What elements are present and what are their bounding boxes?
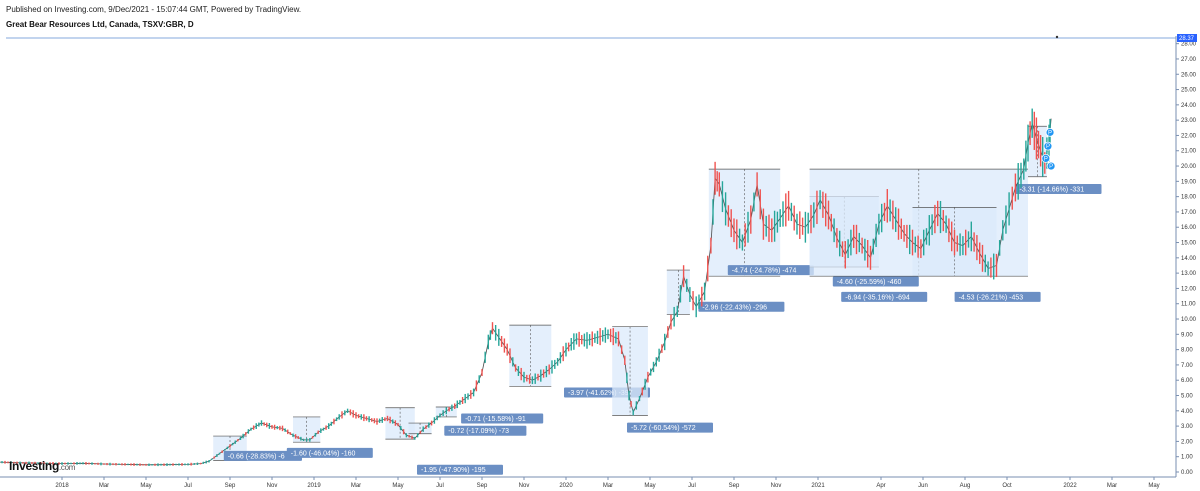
y-tick-label: 22.00: [1181, 133, 1197, 139]
annotation-label: -0.66 (-28.83%) -6: [228, 453, 285, 460]
y-tick-label: 9.00: [1181, 332, 1193, 338]
annotation-label: -4.60 (-25.59%) -460: [837, 279, 902, 286]
y-tick-label: 6.00: [1181, 378, 1193, 384]
y-tick-label: 25.00: [1181, 88, 1197, 94]
y-tick-label: 0.00: [1181, 470, 1193, 476]
x-tick-label: Nov: [519, 483, 530, 489]
y-tick-label: 19.00: [1181, 179, 1197, 185]
scroll-indicator-dot: [1055, 35, 1059, 39]
symbol-title: Great Bear Resources Ltd, Canada, TSXV:G…: [6, 20, 194, 29]
x-tick-label: Sep: [225, 483, 236, 489]
x-tick-label: 2020: [559, 483, 573, 489]
annotation-label: -0.71 (-15.58%) -91: [465, 416, 526, 423]
y-tick-label: 5.00: [1181, 394, 1193, 400]
x-tick-label: Jul: [688, 483, 696, 489]
x-tick-label: May: [1148, 483, 1159, 489]
y-tick-label: 12.00: [1181, 286, 1197, 292]
published-line: Published on Investing.com, 9/Dec/2021 -…: [6, 5, 302, 14]
y-tick-label: 10.00: [1181, 317, 1197, 323]
last-price-tag: [1177, 34, 1197, 42]
x-tick-label: Apr: [876, 483, 885, 489]
annotation-label-bg: [727, 265, 814, 276]
y-tick-label: 17.00: [1181, 210, 1197, 216]
x-tick-label: 2021: [811, 483, 825, 489]
annotation-label-bg: [461, 413, 544, 424]
y-tick-label: 27.00: [1181, 57, 1197, 63]
x-tick-label: Jun: [918, 483, 928, 489]
x-tick-label: May: [392, 483, 403, 489]
x-tick-label: Mar: [603, 483, 613, 489]
investing-logo-text: Investing: [9, 459, 59, 473]
y-tick-label: 28.00: [1181, 42, 1197, 48]
last-price-tag-label: 28.37: [1179, 36, 1195, 42]
annotation-label: -5.72 (-60.54%) -572: [631, 425, 696, 432]
x-tick-label: Mar: [99, 483, 109, 489]
x-tick-label: Mar: [1107, 483, 1117, 489]
annotation-label-bg: [841, 291, 928, 302]
marker-badge-label: P: [1046, 144, 1050, 150]
y-tick-label: 1.00: [1181, 455, 1193, 461]
annotation-label-bg: [627, 422, 713, 433]
x-tick-label: May: [140, 483, 151, 489]
x-tick-label: Aug: [960, 483, 971, 489]
annotation-label-bg: [444, 425, 527, 436]
x-tick-label: Oct: [1002, 483, 1012, 489]
x-tick-label: Nov: [771, 483, 782, 489]
y-tick-label: 2.00: [1181, 439, 1193, 445]
annotation-label: -2.96 (-22.43%) -296: [702, 304, 767, 311]
annotation-label-bg: [286, 447, 373, 458]
annotation-label: -4.74 (-24.78%) -474: [732, 268, 797, 275]
annotation-label-bg: [1015, 183, 1102, 194]
annotation-label: -6.94 (-35.16%) -694: [845, 294, 910, 301]
y-tick-label: 15.00: [1181, 241, 1197, 247]
y-tick-label: 16.00: [1181, 225, 1197, 231]
annotation-label-bg: [223, 450, 302, 461]
x-tick-label: 2019: [307, 483, 321, 489]
y-tick-label: 3.00: [1181, 424, 1193, 430]
annotation-label-bg: [832, 276, 919, 287]
y-tick-label: 14.00: [1181, 256, 1197, 262]
annotation-label: -1.95 (-47.90%) -195: [421, 467, 486, 474]
y-tick-label: 20.00: [1181, 164, 1197, 170]
annotation-label: -4.53 (-26.21%) -453: [959, 294, 1024, 301]
y-tick-label: 24.00: [1181, 103, 1197, 109]
annotation-label-bg: [698, 301, 785, 312]
y-tick-label: 7.00: [1181, 363, 1193, 369]
x-tick-label: May: [644, 483, 655, 489]
x-tick-label: Nov: [267, 483, 278, 489]
investing-logo-suffix: .com: [58, 463, 76, 472]
y-tick-label: 11.00: [1181, 302, 1196, 308]
x-tick-label: Jul: [184, 483, 192, 489]
x-tick-label: 2018: [55, 483, 69, 489]
marker-badge-label: P: [1048, 130, 1052, 136]
y-tick-label: 8.00: [1181, 348, 1193, 354]
y-tick-label: 21.00: [1181, 149, 1197, 155]
marker-badge[interactable]: [1041, 153, 1051, 163]
investing-logo: Investing.com: [9, 459, 75, 473]
marker-badge[interactable]: [1043, 141, 1053, 151]
marker-badge-label: P: [1049, 164, 1053, 170]
x-tick-label: Sep: [729, 483, 740, 489]
y-tick-label: 26.00: [1181, 72, 1197, 78]
x-tick-label: Sep: [477, 483, 488, 489]
annotation-label: -3.97 (-41.62%) -397: [568, 390, 633, 397]
y-tick-label: 13.00: [1181, 271, 1197, 277]
annotation-label-bg: [417, 464, 503, 475]
x-tick-label: 2022: [1063, 483, 1077, 489]
marker-badge[interactable]: [1046, 161, 1056, 171]
annotation-label: -3.31 (-14.66%) -331: [1020, 186, 1085, 193]
y-tick-label: 18.00: [1181, 195, 1197, 201]
annotation-label-bg: [954, 291, 1041, 302]
marker-badge-label: P: [1044, 156, 1048, 162]
y-tick-label: 4.00: [1181, 409, 1193, 415]
annotation-label: -1.60 (-46.04%) -160: [291, 450, 356, 457]
marker-badge[interactable]: [1045, 127, 1055, 137]
y-tick-label: 23.00: [1181, 118, 1197, 124]
x-tick-label: Jul: [436, 483, 444, 489]
x-tick-label: Mar: [351, 483, 361, 489]
chart-header: Published on Investing.com, 9/Dec/2021 -…: [6, 4, 906, 32]
annotation-label: -0.72 (-17.09%) -73: [448, 428, 509, 435]
